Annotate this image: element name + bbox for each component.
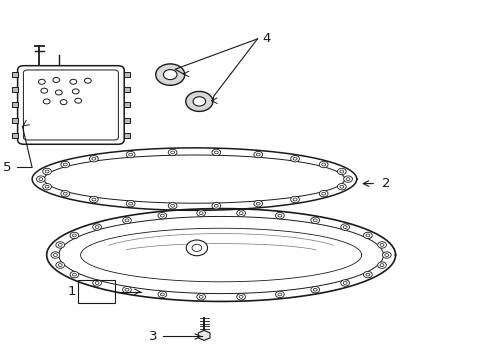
Circle shape — [42, 184, 51, 190]
Circle shape — [158, 212, 166, 219]
Circle shape — [126, 151, 135, 158]
Bar — [123, 118, 130, 123]
Text: 4: 4 — [262, 32, 270, 45]
Circle shape — [193, 97, 205, 106]
Circle shape — [168, 203, 177, 209]
Circle shape — [185, 91, 212, 111]
Bar — [12, 72, 18, 77]
Circle shape — [89, 156, 98, 162]
Polygon shape — [198, 330, 210, 341]
Circle shape — [155, 64, 184, 85]
Circle shape — [196, 294, 205, 300]
Circle shape — [310, 287, 319, 293]
Circle shape — [42, 168, 51, 175]
Bar — [78, 280, 114, 303]
Circle shape — [290, 156, 299, 162]
Bar — [123, 72, 130, 77]
Circle shape — [319, 190, 327, 197]
Circle shape — [236, 210, 245, 216]
Circle shape — [158, 291, 166, 298]
Circle shape — [196, 210, 205, 216]
Bar — [12, 133, 18, 138]
Circle shape — [363, 232, 371, 239]
Circle shape — [377, 242, 386, 248]
Circle shape — [186, 240, 207, 256]
Circle shape — [382, 252, 390, 258]
Circle shape — [340, 280, 349, 286]
Circle shape — [211, 203, 220, 209]
Circle shape — [61, 190, 69, 197]
Circle shape — [340, 224, 349, 230]
Circle shape — [56, 262, 64, 268]
Bar — [12, 87, 18, 92]
Circle shape — [56, 242, 64, 248]
Circle shape — [70, 271, 79, 278]
Circle shape — [275, 291, 284, 298]
Circle shape — [126, 201, 135, 207]
Circle shape — [253, 151, 262, 158]
Circle shape — [89, 196, 98, 203]
Circle shape — [70, 232, 79, 239]
FancyBboxPatch shape — [18, 66, 124, 144]
Circle shape — [343, 176, 352, 182]
Bar — [123, 133, 130, 138]
Circle shape — [337, 168, 346, 175]
Circle shape — [122, 217, 131, 224]
Circle shape — [310, 217, 319, 224]
Circle shape — [93, 280, 101, 286]
Circle shape — [253, 201, 262, 207]
Circle shape — [37, 176, 45, 182]
Circle shape — [163, 69, 177, 80]
Circle shape — [168, 149, 177, 156]
Text: 3: 3 — [148, 330, 157, 343]
Circle shape — [319, 161, 327, 168]
Circle shape — [236, 294, 245, 300]
Text: 5: 5 — [3, 161, 12, 174]
Bar — [12, 118, 18, 123]
Circle shape — [377, 262, 386, 268]
Circle shape — [93, 224, 101, 230]
Circle shape — [122, 287, 131, 293]
Circle shape — [61, 161, 69, 168]
Text: 1: 1 — [67, 285, 76, 298]
Circle shape — [290, 196, 299, 203]
Circle shape — [275, 212, 284, 219]
Bar — [123, 103, 130, 108]
Bar — [123, 87, 130, 92]
Text: 2: 2 — [381, 177, 390, 190]
Circle shape — [51, 252, 60, 258]
Circle shape — [211, 149, 220, 156]
Circle shape — [363, 271, 371, 278]
Bar — [12, 103, 18, 108]
Circle shape — [337, 184, 346, 190]
